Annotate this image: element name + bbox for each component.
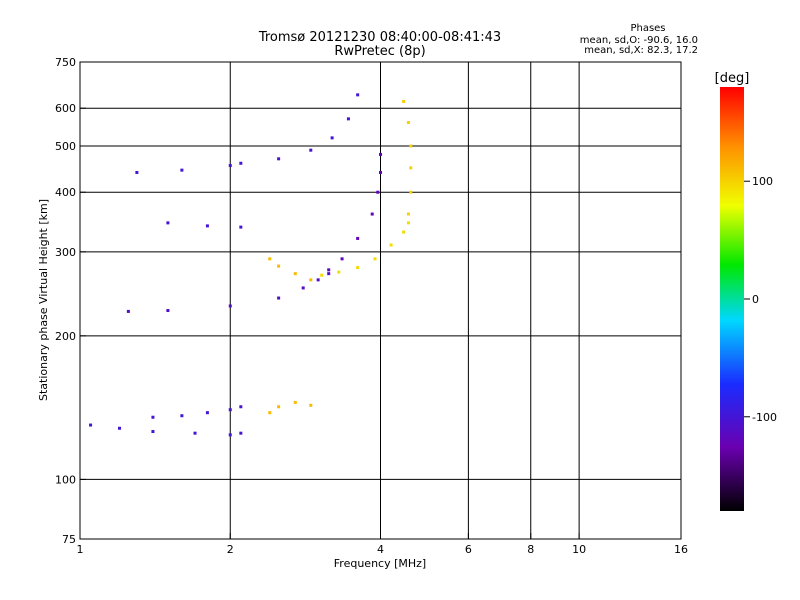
data-point	[126, 309, 130, 313]
data-point	[228, 433, 232, 437]
data-point	[118, 426, 122, 430]
data-point	[205, 411, 209, 415]
data-point	[346, 117, 350, 121]
y-axis: 75 100 200 300 400 500 600 750	[55, 56, 86, 546]
data-point	[320, 273, 324, 277]
x-tick-label: 16	[674, 543, 688, 556]
data-point	[356, 93, 360, 97]
data-point	[406, 121, 410, 125]
colorbar-tick-label: 100	[752, 175, 773, 188]
data-points	[89, 93, 413, 437]
data-point	[327, 272, 331, 276]
colorbar	[720, 87, 744, 511]
data-point	[376, 190, 380, 194]
x-tick-label: 4	[377, 543, 384, 556]
data-point	[373, 257, 377, 261]
y-tick-label: 75	[62, 533, 76, 546]
data-point	[205, 224, 209, 228]
data-point	[135, 170, 139, 174]
data-point	[239, 161, 243, 165]
data-point	[228, 408, 232, 412]
x-tick-label: 10	[572, 543, 586, 556]
data-point	[340, 257, 344, 261]
data-point	[268, 257, 272, 261]
data-point	[151, 415, 155, 419]
data-point	[228, 164, 232, 168]
data-point	[193, 431, 197, 435]
x-axis: 1 2 4 6 8 10 16	[77, 533, 688, 556]
data-point	[277, 296, 281, 300]
data-point	[277, 264, 281, 268]
data-point	[379, 170, 382, 174]
data-point	[239, 405, 243, 409]
data-point	[402, 230, 406, 234]
chart-title: Tromsø 20121230 08:40:00-08:41:43	[258, 30, 501, 45]
phases-title: Phases	[630, 23, 665, 34]
data-point	[327, 268, 331, 272]
data-point	[89, 423, 93, 427]
data-point	[268, 411, 272, 415]
y-tick-label: 400	[55, 186, 76, 199]
x-tick-label: 2	[227, 543, 234, 556]
data-point	[356, 236, 360, 240]
y-tick-label: 500	[55, 140, 76, 153]
data-point	[180, 414, 184, 418]
grid-lines	[80, 62, 681, 539]
y-tick-label: 300	[55, 246, 76, 259]
x-tick-label: 8	[527, 543, 534, 556]
data-point	[239, 225, 243, 229]
data-point	[409, 144, 413, 148]
data-point	[356, 266, 360, 270]
y-axis-label: Stationary phase Virtual Height [km]	[37, 199, 50, 401]
data-point	[151, 430, 155, 434]
data-point	[301, 286, 305, 290]
data-point	[277, 157, 281, 161]
data-point	[370, 212, 374, 216]
x-axis-label: Frequency [MHz]	[334, 557, 426, 570]
colorbar-ticks: -100 0 100	[744, 175, 777, 424]
chart-subtitle: RwPretec (8p)	[334, 44, 425, 59]
colorbar-label: [deg]	[715, 71, 750, 86]
x-tick-label: 6	[465, 543, 472, 556]
y-tick-label: 750	[55, 56, 76, 69]
data-point	[239, 431, 243, 435]
data-point	[293, 272, 297, 276]
x-tick-label: 1	[77, 543, 84, 556]
data-point	[180, 168, 184, 172]
y-tick-label: 100	[55, 473, 76, 486]
y-tick-label: 200	[55, 330, 76, 343]
data-point	[309, 403, 313, 407]
data-point	[406, 212, 410, 216]
data-point	[316, 278, 320, 282]
data-point	[379, 152, 382, 156]
data-point	[409, 166, 413, 170]
y-tick-label: 600	[55, 102, 76, 115]
data-point	[293, 400, 297, 404]
data-point	[228, 304, 232, 308]
data-point	[409, 190, 413, 194]
phases-x-line: mean, sd,X: 82.3, 17.2	[584, 45, 698, 56]
data-point	[406, 221, 410, 225]
data-point	[402, 99, 406, 103]
data-point	[337, 270, 341, 274]
data-point	[389, 243, 393, 247]
data-point	[277, 405, 281, 409]
data-point	[309, 148, 313, 152]
data-point	[166, 221, 170, 225]
colorbar-tick-label: 0	[752, 293, 759, 306]
colorbar-tick-label: -100	[752, 411, 777, 424]
phases-o-line: mean, sd,O: -90.6, 16.0	[580, 35, 698, 46]
data-point	[330, 136, 334, 140]
data-point	[166, 308, 170, 312]
data-point	[309, 278, 313, 282]
